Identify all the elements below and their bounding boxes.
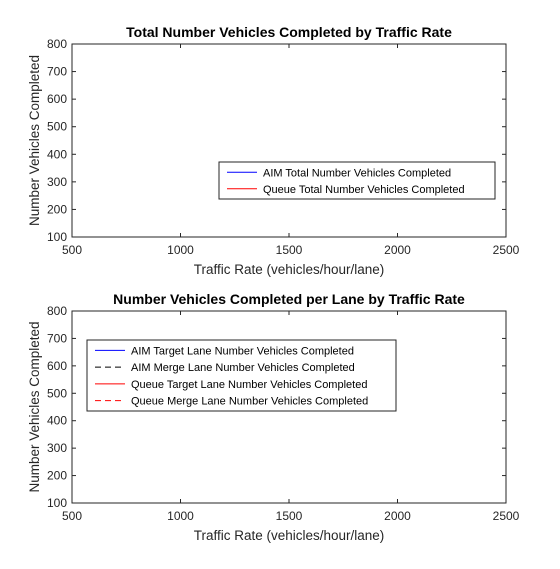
legend-entry: Queue Merge Lane Number Vehicles Complet…	[131, 396, 368, 408]
y-tick-label: 400	[47, 147, 67, 161]
x-tick-label: 1000	[167, 243, 194, 257]
y-tick-label: 400	[47, 414, 67, 428]
y-tick-label: 700	[47, 65, 67, 79]
legend-box	[218, 161, 496, 200]
chart-title: Total Number Vehicles Completed by Traff…	[126, 24, 452, 40]
legend-entry: AIM Target Lane Number Vehicles Complete…	[131, 345, 354, 357]
y-tick-label: 200	[47, 202, 67, 216]
chart-2: 500 1000 1500 2000 2500 100 200 300 400 500 600 700…	[27, 291, 520, 543]
y-tick-label: 700	[47, 331, 67, 345]
plot-frame	[71, 43, 507, 238]
y-tick-label: 200	[47, 469, 67, 483]
y-tick-label: 600	[47, 92, 67, 106]
legend: AIM Target Lane Number Vehicles Complete…	[86, 339, 397, 412]
chart-title: Number Vehicles Completed per Lane by Tr…	[113, 291, 465, 307]
chart-1: 500 1000 1500 2000 2500 100 200 300 400 500 600 700…	[27, 24, 520, 277]
y-tick-label: 100	[47, 230, 67, 244]
x-tick-label: 500	[62, 509, 82, 523]
x-tick-label: 2000	[384, 509, 411, 523]
legend: AIM Total Number Vehicles Completed Queue…	[218, 161, 496, 200]
y-tick-label: 800	[47, 304, 67, 318]
x-tick-label: 1500	[276, 509, 303, 523]
y-axis-label: Number Vehicles Completed	[27, 55, 42, 226]
legend-entry: AIM Merge Lane Number Vehicles Completed	[131, 362, 355, 374]
x-tick-label: 2500	[493, 509, 520, 523]
x-tick-label: 2000	[384, 243, 411, 257]
y-axis-label: Number Vehicles Completed	[27, 321, 42, 492]
legend-entry: Queue Target Lane Number Vehicles Comple…	[131, 379, 367, 391]
x-axis-label: Traffic Rate (vehicles/hour/lane)	[194, 528, 385, 543]
y-tick-label: 500	[47, 120, 67, 134]
y-tick-label: 300	[47, 441, 67, 455]
legend-entry: Queue Total Number Vehicles Completed	[263, 184, 465, 196]
legend-entry: AIM Total Number Vehicles Completed	[263, 167, 451, 179]
x-axis-label: Traffic Rate (vehicles/hour/lane)	[194, 262, 385, 277]
y-tick-label: 800	[47, 37, 67, 51]
y-tick-label: 500	[47, 386, 67, 400]
legend-box	[86, 339, 397, 412]
x-tick-label: 2500	[493, 243, 520, 257]
x-tick-label: 1000	[167, 509, 194, 523]
y-tick-label: 100	[47, 496, 67, 510]
y-tick-label: 300	[47, 175, 67, 189]
x-tick-label: 500	[62, 243, 82, 257]
y-tick-label: 600	[47, 359, 67, 373]
x-tick-label: 1500	[276, 243, 303, 257]
